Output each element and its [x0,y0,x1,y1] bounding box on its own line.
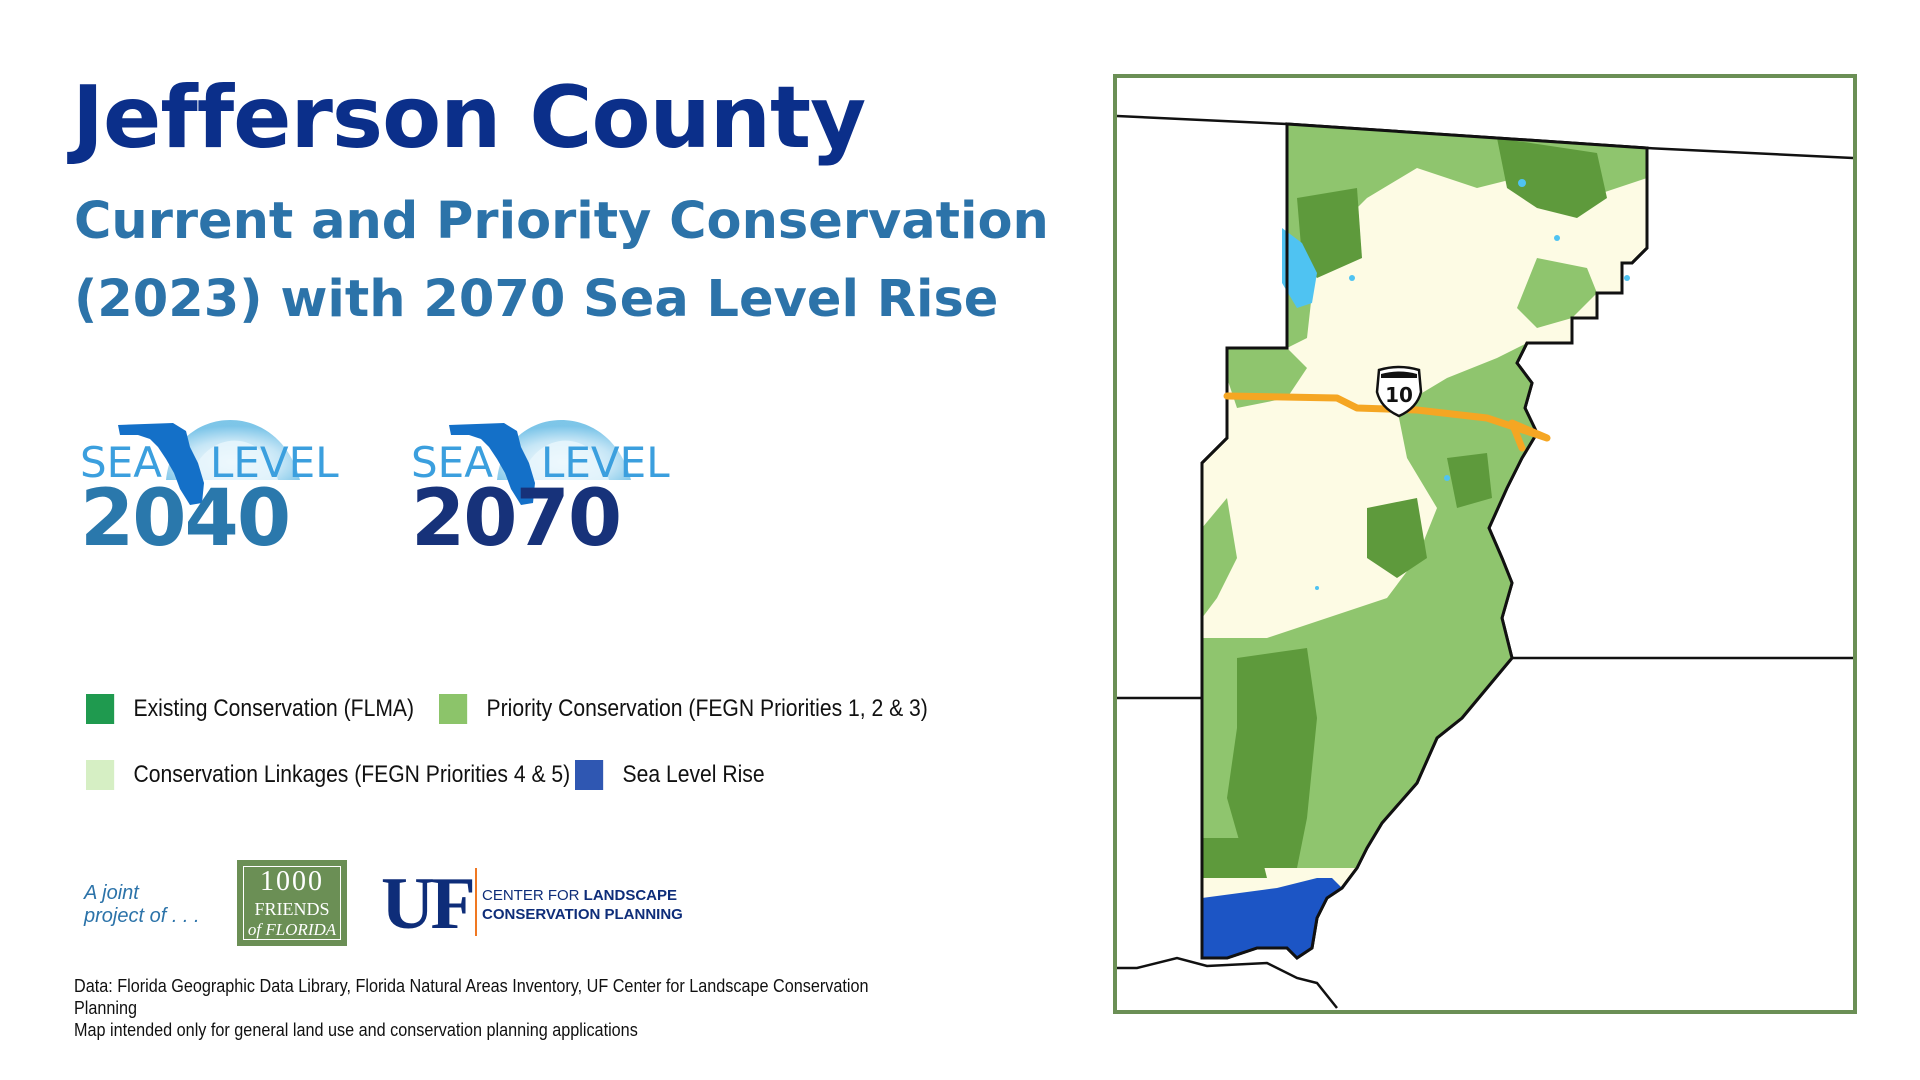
legend-label: Conservation Linkages (FEGN Priorities 4… [133,761,571,788]
footnote-line-1: Data: Florida Geographic Data Library, F… [74,976,869,1018]
1000-friends-of-florida-logo: 1000 FRIENDS of FLORIDA [237,860,347,946]
page-title: Jefferson County [72,68,866,168]
subtitle-line-1: Current and Priority Conservation [74,192,1049,251]
joint-project-text: A joint project of . . . [84,882,200,928]
logo-level-text: LEVEL [541,438,670,487]
county-map-svg: 10 [1117,114,1853,1009]
interstate-10-route [1223,392,1551,452]
map-legend: Existing Conservation (FLMA) Priority Co… [86,694,1026,824]
uf-center-line-2: CONSERVATION PLANNING [482,906,683,923]
subtitle-line-2: (2023) with 2070 Sea Level Rise [74,270,999,329]
interstate-shield-icon: 10 [1375,365,1423,418]
florida-shape-icon [118,423,204,505]
data-footnote: Data: Florida Geographic Data Library, F… [74,975,884,1041]
uf-logo-divider [475,868,477,936]
legend-swatch [575,760,604,790]
logo-level-text: LEVEL [210,438,339,487]
joint-line-2: project of . . . [84,905,200,927]
logo-sea-text: SEA [80,438,162,487]
sea-level-rise-area [1202,878,1342,958]
logo-sea-text: SEA [411,438,493,487]
legend-swatch [86,760,115,790]
logo-year-text: 2070 [411,474,620,564]
legend-label: Priority Conservation (FEGN Priorities 1… [486,695,928,722]
uf-center-line-1a: CENTER FOR [482,887,584,904]
county-map: 10 [1113,74,1857,1014]
legend-label: Existing Conservation (FLMA) [133,695,415,722]
friends-logo-word: FRIENDS [254,899,330,919]
sea-level-2070-logo: SEA LEVEL 2070 [409,385,699,565]
water-bodies [1282,179,1630,590]
uf-logo: UF [381,863,476,945]
legend-swatch [86,694,115,724]
footnote-line-2: Map intended only for general land use a… [74,1020,638,1040]
legend-item-priority: Priority Conservation (FEGN Priorities 1… [439,694,928,724]
sea-level-2040-logo: SEA LEVEL 2040 [78,385,368,565]
uf-center-line-1b: LANDSCAPE [583,887,678,904]
florida-shape-icon [449,423,535,505]
friends-logo-number: 1000 [260,866,324,897]
joint-line-1: A joint [84,882,139,904]
uf-center-name: CENTER FOR LANDSCAPE CONSERVATION PLANNI… [482,886,683,924]
legend-item-sea-level-rise: Sea Level Rise [575,760,765,790]
highway-number: 10 [1385,383,1413,407]
legend-item-existing: Existing Conservation (FLMA) [86,694,414,724]
logo-year-text: 2040 [80,474,289,564]
friends-logo-state: of FLORIDA [247,920,337,939]
legend-swatch [439,694,468,724]
legend-label: Sea Level Rise [622,761,765,788]
page-subtitle: Current and Priority Conservation (2023)… [74,183,1074,339]
legend-item-linkages: Conservation Linkages (FEGN Priorities 4… [86,760,570,790]
existing-conservation-areas [1202,138,1607,878]
